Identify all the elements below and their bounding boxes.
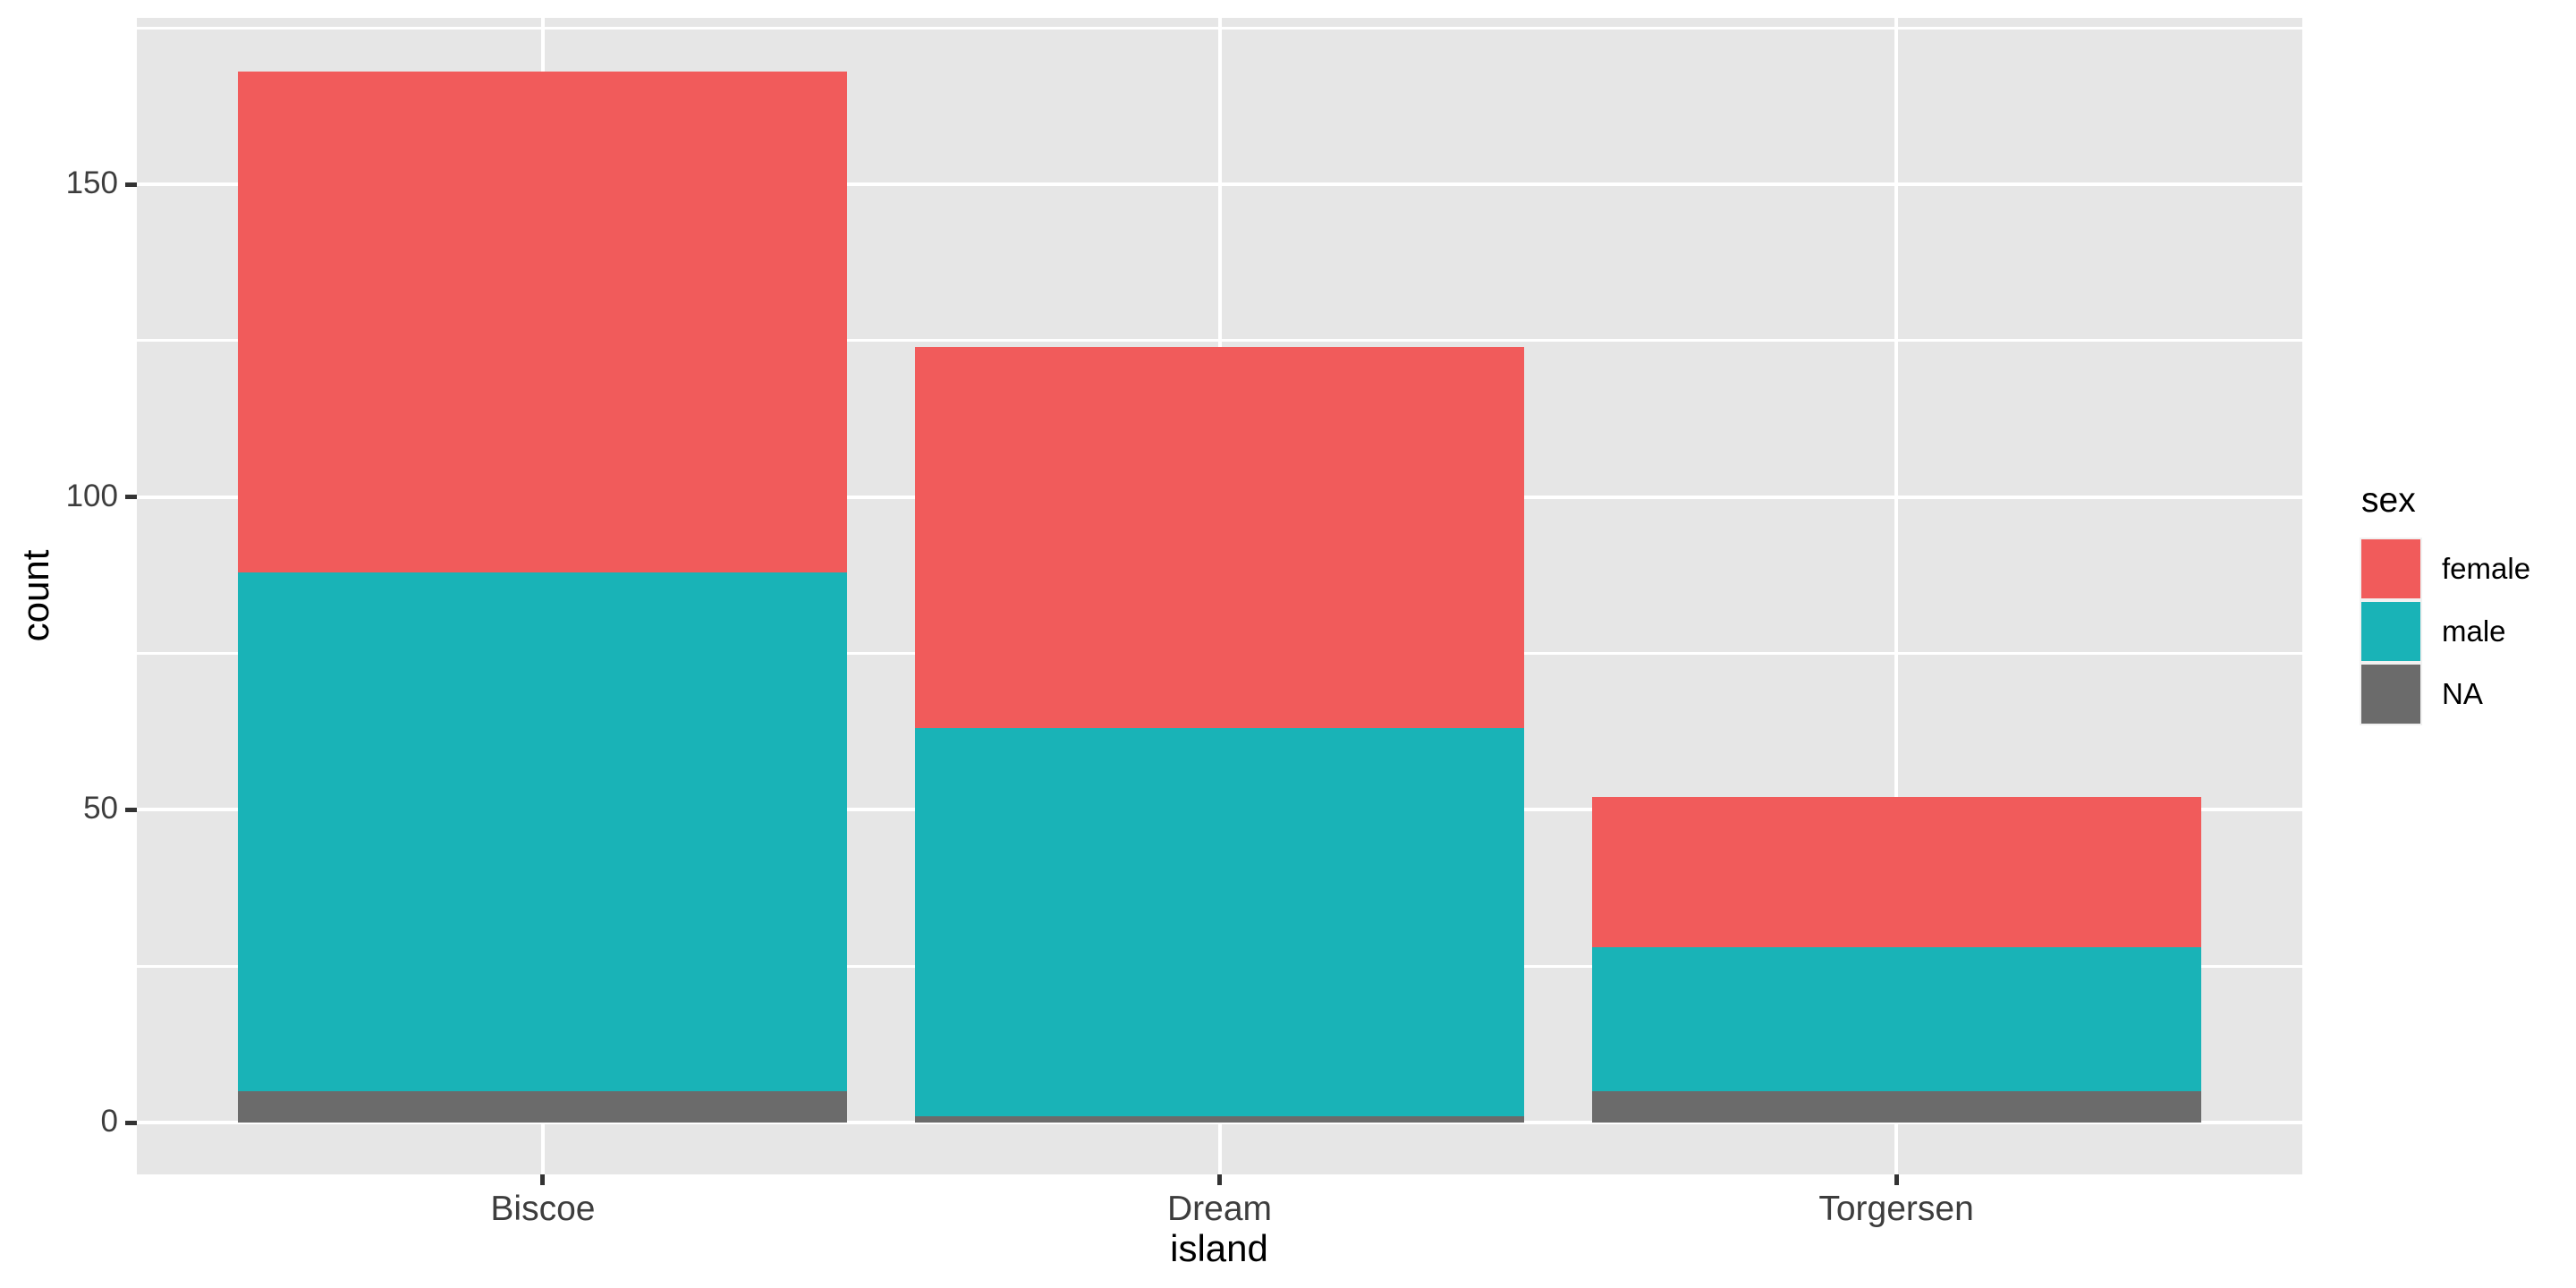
legend-label-female: female [2442, 552, 2531, 585]
legend-swatch-na [2361, 665, 2420, 724]
gridline-vertical-torgersen [1894, 18, 1899, 1174]
y-tick-mark-100 [125, 495, 137, 500]
bar-segment-biscoe-female [238, 72, 848, 572]
x-tick-mark-biscoe [540, 1174, 546, 1185]
legend-item-female: female [2361, 539, 2530, 598]
legend-item-male: male [2361, 602, 2530, 661]
gridline-minor-175 [137, 26, 2302, 30]
bar-segment-biscoe-male [238, 572, 848, 1092]
bar-segment-dream-female [915, 346, 1524, 729]
y-tick-mark-150 [125, 182, 137, 187]
gridline-minor-125 [137, 339, 2302, 343]
legend-label-male: male [2442, 614, 2506, 648]
x-tick-label-torgersen: Torgersen [1818, 1190, 1974, 1228]
legend: sex female male NA [2361, 481, 2530, 727]
y-axis-title: count [14, 549, 56, 642]
legend-title: sex [2361, 481, 2416, 520]
legend-items: female male NA [2361, 539, 2530, 724]
bar-segment-torgersen-na [1591, 1091, 2201, 1123]
x-tick-mark-torgersen [1894, 1174, 1899, 1185]
y-tick-label-100: 100 [65, 478, 118, 513]
legend-item-na: NA [2361, 665, 2530, 724]
bar-segment-biscoe-na [238, 1091, 848, 1123]
y-tick-mark-0 [125, 1120, 137, 1125]
x-tick-label-dream: Dream [1166, 1190, 1273, 1228]
y-tick-mark-50 [125, 807, 137, 812]
x-tick-label-biscoe: Biscoe [490, 1190, 596, 1228]
x-tick-mark-dream [1217, 1174, 1222, 1185]
y-tick-label-150: 150 [65, 165, 118, 201]
gridline-major-150 [137, 182, 2302, 186]
gridline-major-0 [137, 1121, 2302, 1124]
legend-label-na: NA [2442, 677, 2483, 710]
x-axis-title: island [1170, 1227, 1268, 1269]
bar-segment-dream-male [915, 728, 1524, 1116]
bar-segment-torgersen-female [1591, 797, 2201, 948]
bar-segment-dream-na [915, 1116, 1524, 1123]
legend-swatch-female [2361, 539, 2420, 598]
y-tick-label-50: 50 [83, 791, 118, 826]
bar-segment-torgersen-male [1591, 947, 2201, 1092]
y-tick-label-0: 0 [100, 1104, 118, 1140]
legend-swatch-male [2361, 602, 2420, 661]
plot-panel [137, 18, 2302, 1174]
